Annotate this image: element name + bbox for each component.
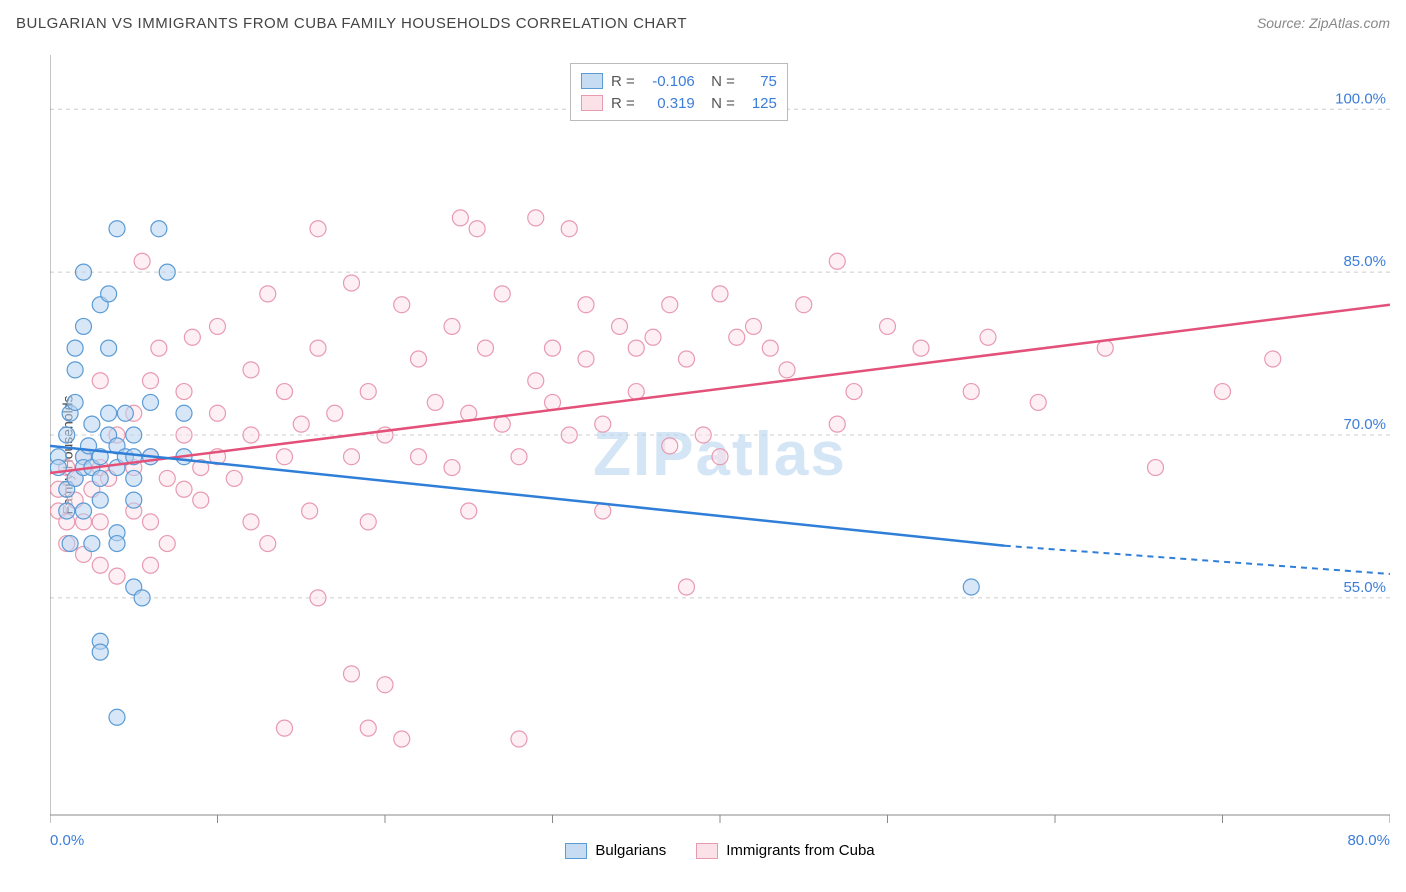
legend-swatch-pink-b [696,843,718,859]
legend-bottom: Bulgarians Immigrants from Cuba [50,842,1390,859]
stat-r-blue: -0.106 [643,73,695,90]
stat-n-blue: 75 [743,73,777,90]
chart-header: BULGARIAN VS IMMIGRANTS FROM CUBA FAMILY… [16,8,1390,38]
legend-label-cuba: Immigrants from Cuba [726,842,874,859]
legend-item-bulgarians: Bulgarians [565,842,666,859]
stat-n-label-2: N = [703,95,735,112]
correlation-stats-box: R = -0.106 N = 75 R = 0.319 N = 125 [570,63,788,121]
scatter-plot-svg: 0.0%80.0% 55.0%70.0%85.0%100.0% ZIPatlas [50,55,1390,855]
stat-r-label-2: R = [611,95,635,112]
legend-label-bulgarians: Bulgarians [595,842,666,859]
svg-text:85.0%: 85.0% [1343,253,1386,270]
stats-row-cuba: R = 0.319 N = 125 [581,92,777,114]
svg-text:100.0%: 100.0% [1335,90,1386,107]
stat-r-pink: 0.319 [643,95,695,112]
stat-n-label: N = [703,73,735,90]
legend-item-cuba: Immigrants from Cuba [696,842,874,859]
stats-row-bulgarians: R = -0.106 N = 75 [581,70,777,92]
legend-swatch-blue [581,73,603,89]
legend-swatch-pink [581,95,603,111]
legend-swatch-blue-b [565,843,587,859]
stat-n-pink: 125 [743,95,777,112]
chart-title: BULGARIAN VS IMMIGRANTS FROM CUBA FAMILY… [16,15,687,32]
svg-text:70.0%: 70.0% [1343,416,1386,433]
stat-r-label: R = [611,73,635,90]
chart-source: Source: ZipAtlas.com [1257,15,1390,31]
chart-area: Family Households 0.0%80.0% 55.0%70.0%85… [50,55,1390,855]
svg-text:55.0%: 55.0% [1343,579,1386,596]
